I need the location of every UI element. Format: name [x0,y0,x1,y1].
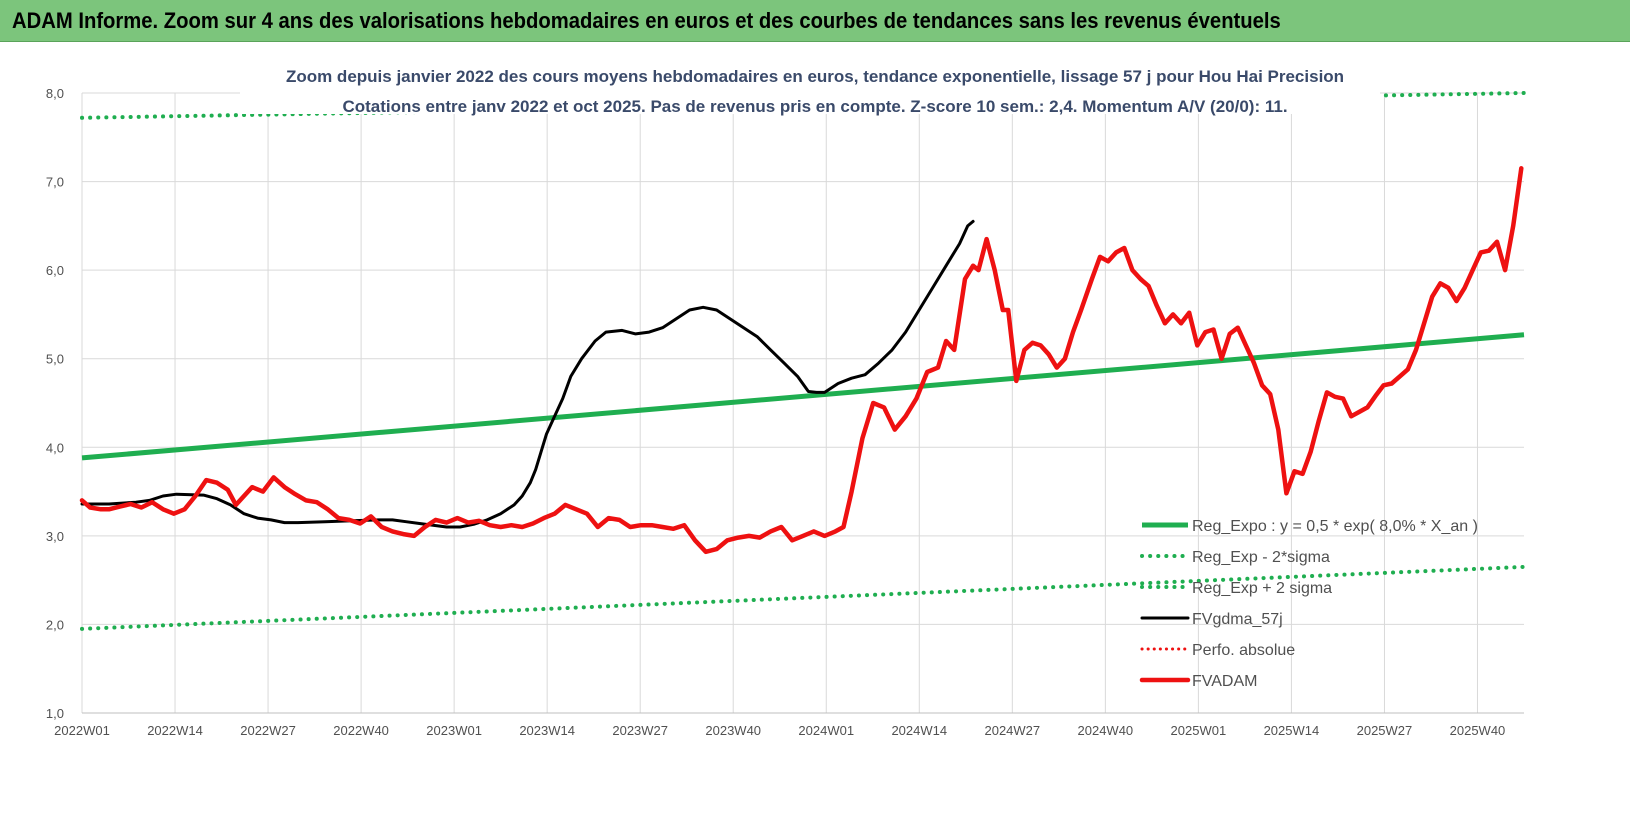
x-tick-label: 2023W40 [705,723,761,738]
chart-subtitle: Cotations entre janv 2022 et oct 2025. P… [342,97,1287,116]
series-line-0 [81,332,1525,461]
x-tick-label: 2023W14 [519,723,575,738]
x-tick-label: 2025W40 [1450,723,1506,738]
series-line-3 [80,219,975,529]
legend-label: Reg_Exp + 2 sigma [1192,580,1332,597]
legend-label: FVgdma_57j [1192,611,1283,628]
x-tick-label: 2023W27 [612,723,668,738]
y-tick-label: 7,0 [46,175,64,190]
x-tick-label: 2024W27 [984,723,1040,738]
x-tick-label: 2025W27 [1357,723,1413,738]
y-tick-label: 5,0 [46,352,64,367]
chart-title-background [240,58,1380,114]
x-tick-label: 2025W01 [1171,723,1227,738]
legend-label: Reg_Exp - 2*sigma [1192,549,1330,566]
x-tick-label: 2024W01 [798,723,854,738]
x-tick-label: 2025W14 [1264,723,1320,738]
x-tick-label: 2024W14 [891,723,947,738]
trend-chart: Zoom depuis janvier 2022 des cours moyen… [46,58,1526,738]
x-tick-label: 2022W14 [147,723,203,738]
report-title: ADAM Informe. Zoom sur 4 ans des valoris… [12,8,1281,33]
chart-legend: Reg_Expo : y = 0,5 * exp( 8,0% * X_an ) R… [1139,518,1478,690]
y-tick-label: 1,0 [46,706,64,721]
legend-label: Reg_Expo : y = 0,5 * exp( 8,0% * X_an ) [1192,518,1478,535]
y-tick-label: 2,0 [46,617,64,632]
x-tick-label: 2022W40 [333,723,389,738]
y-tick-label: 3,0 [46,529,64,544]
y-axis-ticks: 1,0 2,0 3,0 4,0 5,0 6,0 7,0 8,0 [46,86,64,721]
y-tick-label: 4,0 [46,440,64,455]
x-tick-label: 2024W40 [1078,723,1134,738]
y-tick-label: 6,0 [46,263,64,278]
chart-title: Zoom depuis janvier 2022 des cours moyen… [286,67,1344,86]
legend-label: Perfo. absolue [1192,642,1295,659]
chart-gridlines [81,92,1524,714]
x-tick-label: 2023W01 [426,723,482,738]
series-line-5 [79,166,1524,555]
series-line-1 [80,564,1526,631]
legend-label: FVADAM [1192,673,1257,690]
x-tick-label: 2022W27 [240,723,296,738]
x-tick-label: 2022W01 [54,723,110,738]
x-axis-ticks: 2022W01 2022W14 2022W27 2022W40 2023W01 2023W… [54,723,1505,738]
y-tick-label: 8,0 [46,86,64,101]
report-banner: ADAM Informe. Zoom sur 4 ans des valoris… [0,0,1630,42]
